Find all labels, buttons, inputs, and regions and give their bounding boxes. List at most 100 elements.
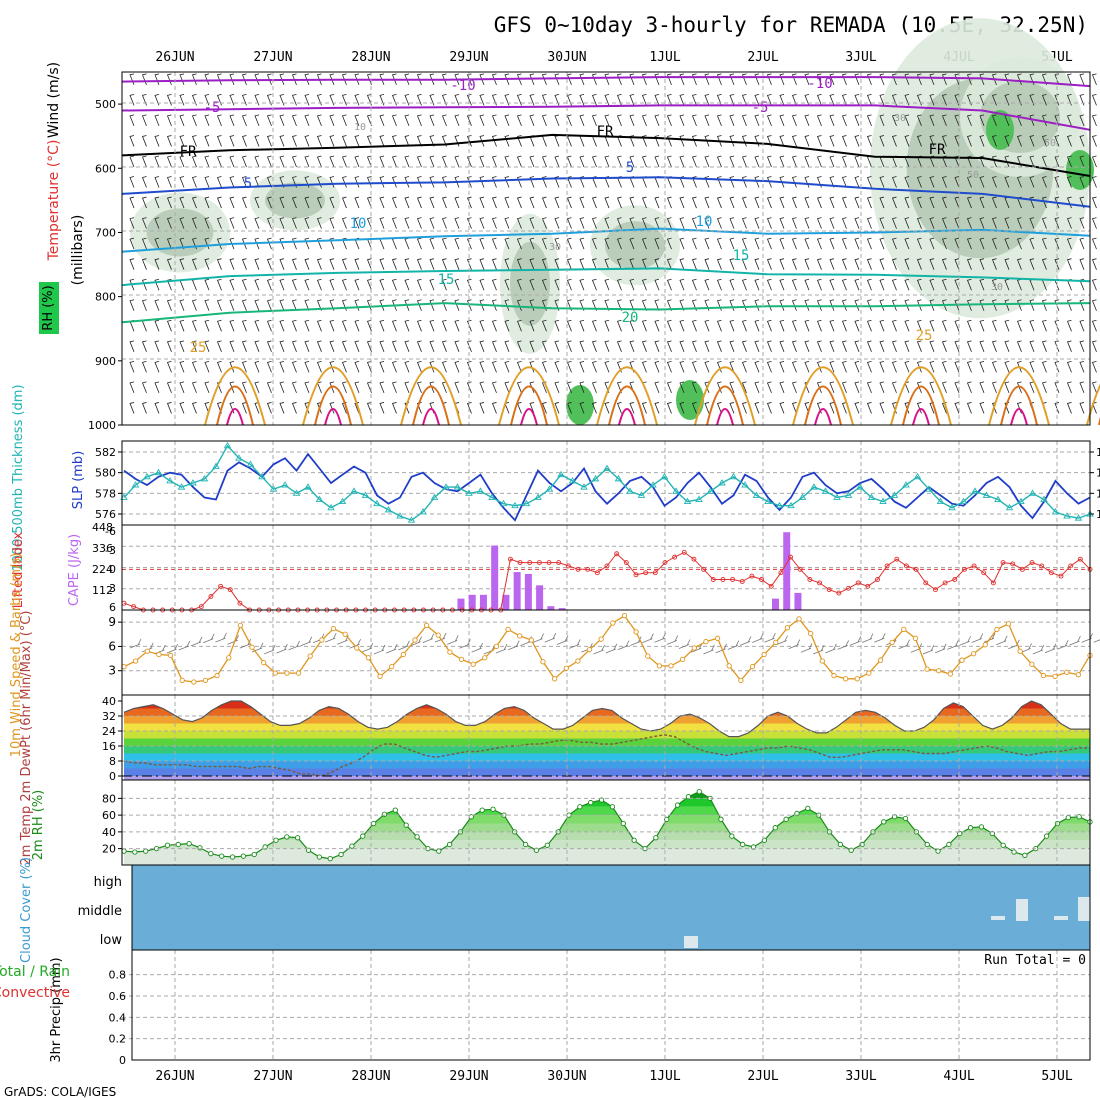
wind-barb	[716, 340, 722, 352]
wind-barb	[591, 340, 597, 352]
wind-speed-marker	[307, 653, 313, 659]
wind-barb	[404, 73, 410, 85]
wind-barb	[641, 135, 647, 147]
wind-barb	[629, 114, 635, 127]
wind-barb	[716, 237, 722, 250]
wind-barb	[216, 114, 222, 127]
wind-barb	[429, 217, 435, 229]
wind-barb	[779, 237, 785, 250]
wind-barb	[904, 114, 910, 127]
wind-barb	[729, 196, 735, 209]
wind-barb	[429, 73, 435, 85]
wind-barb	[304, 217, 310, 229]
wind-barb	[929, 135, 935, 147]
wind-barb	[366, 196, 372, 209]
surface-wind-barb	[447, 635, 459, 645]
thickness-marker	[959, 497, 968, 505]
wind-barb	[491, 299, 497, 311]
wind-barb	[941, 196, 947, 209]
wind-speed-marker	[540, 659, 546, 665]
wind-barb	[1041, 155, 1047, 168]
wind-barb	[129, 381, 135, 394]
wind-barb	[379, 402, 385, 414]
wind-barb	[1041, 217, 1047, 229]
wind-barb	[979, 299, 985, 311]
wind-barb	[829, 360, 835, 373]
thickness-marker	[844, 491, 853, 498]
wind-barb	[404, 196, 410, 209]
wind-barb	[1054, 340, 1060, 352]
date-label-bottom: 5JUL	[1041, 1069, 1072, 1084]
surface-wind-barb	[532, 633, 544, 644]
wind-barb	[654, 196, 660, 209]
wind-barb	[629, 196, 635, 209]
wind-barb	[529, 402, 535, 414]
thickness-marker	[649, 481, 657, 488]
wind-barb	[204, 73, 210, 85]
date-label-bottom: 28JUN	[351, 1069, 390, 1084]
rh-marker	[338, 851, 344, 858]
rh-marker	[262, 844, 268, 850]
wind-barb	[516, 73, 522, 85]
wind-barb	[954, 402, 960, 414]
date-label-top: 30JUN	[547, 50, 586, 65]
thickness-marker	[741, 481, 749, 488]
wind-barb	[466, 237, 472, 250]
thickness-marker	[948, 503, 956, 511]
isotherm-25	[890, 366, 952, 426]
wind-barb	[491, 360, 497, 373]
label-rh: RH (%)	[41, 285, 56, 330]
wind-barb	[841, 114, 847, 127]
surface-wind-barb	[1093, 639, 1100, 643]
rh-marker	[718, 816, 724, 822]
cape-bar	[524, 573, 532, 610]
isotherm-35	[618, 407, 636, 426]
thickness-marker	[453, 483, 462, 490]
wind-barb	[841, 155, 847, 168]
wind-barb	[491, 217, 497, 229]
temp-band	[124, 731, 1090, 739]
wind-barb	[766, 237, 772, 250]
thickness-marker	[511, 501, 519, 509]
wind-barb	[729, 237, 735, 250]
wind-speed-marker	[714, 635, 721, 641]
wind-barb	[579, 114, 585, 127]
wind-barb	[1029, 340, 1035, 352]
wind-speed-marker	[237, 622, 244, 629]
wind-barb	[829, 176, 835, 188]
wind-barb	[141, 196, 147, 209]
wind-barb	[216, 196, 222, 209]
wind-barb	[591, 217, 597, 229]
wind-barb	[629, 237, 635, 250]
wind-barb	[291, 278, 297, 291]
cloud-gap	[991, 916, 1005, 920]
li-marker	[952, 577, 958, 582]
wind-barb	[916, 196, 922, 209]
wind-barb	[129, 114, 135, 127]
wind-barb	[441, 135, 447, 147]
wind-barb	[316, 196, 322, 209]
li-marker	[546, 560, 552, 566]
date-label-bottom: 30JUN	[547, 1069, 586, 1084]
wind-barb	[654, 73, 660, 85]
wind-barb	[679, 237, 685, 250]
wind-barb	[841, 381, 847, 394]
wind-barb	[466, 258, 472, 270]
wind-barb	[729, 319, 735, 332]
contour-label: 50	[967, 170, 979, 181]
wind-barb	[879, 258, 885, 270]
wind-barb	[416, 340, 422, 352]
wind-barb	[954, 114, 960, 127]
wind-barb	[904, 135, 910, 147]
li-marker	[739, 579, 745, 584]
wind-barb	[229, 381, 235, 394]
li-marker	[237, 600, 243, 606]
wind-barb	[941, 217, 947, 229]
isotherm-25	[498, 366, 560, 426]
wind-barb	[179, 93, 185, 106]
wind-barb	[679, 360, 685, 373]
wind-barb	[141, 93, 147, 106]
wind-barb	[354, 402, 360, 414]
